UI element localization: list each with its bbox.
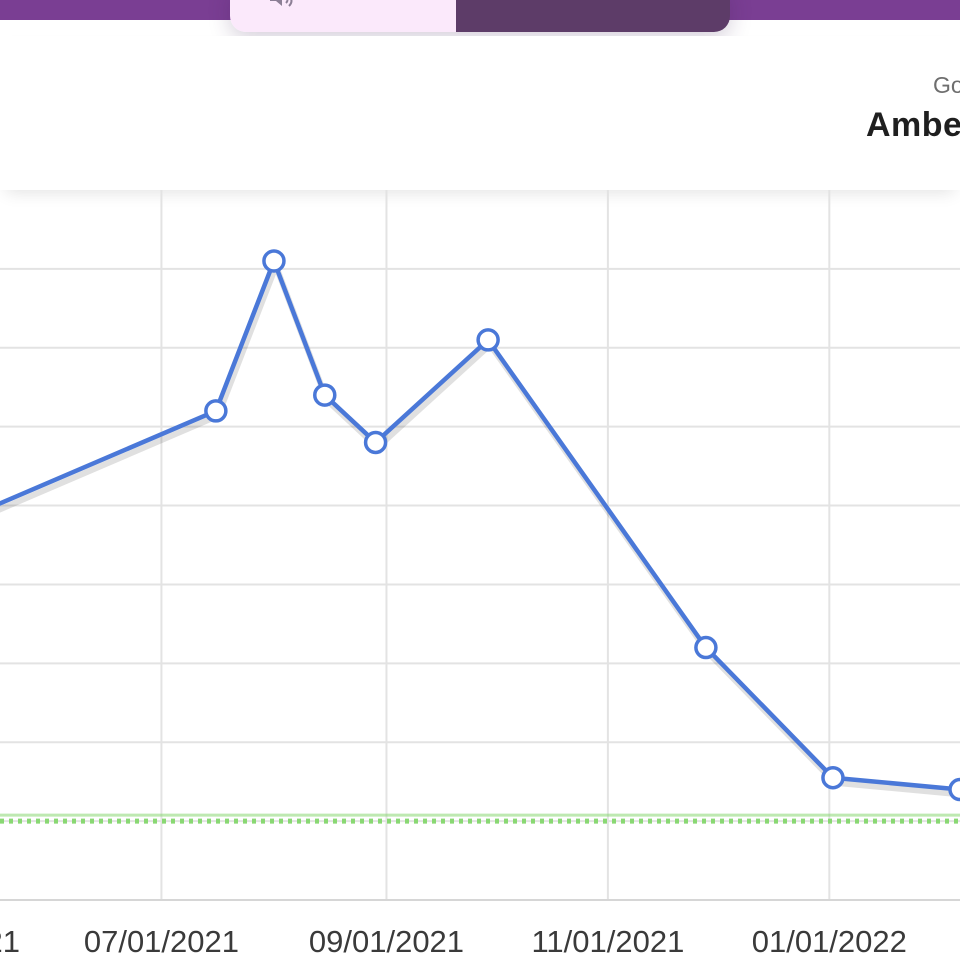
x-axis-ticks: 21 07/01/2021 09/01/2021 11/01/2021 01/01/20… [0,924,907,959]
x-tick-label: 01/01/2022 [752,924,907,959]
header-label-big: Ambe [866,106,960,144]
tab-active[interactable] [456,0,730,32]
data-point [476,328,500,352]
data-point [363,430,388,455]
tab-switcher [230,0,730,32]
chart-points [204,249,960,802]
header-card [0,36,960,190]
data-point [262,249,286,273]
x-tick-label: 21 [0,924,20,959]
target-line [0,813,960,824]
x-tick-label: 07/01/2021 [84,924,239,959]
x-tick-label: 09/01/2021 [309,924,464,959]
data-point [948,777,960,802]
header-label-small: Go [933,72,960,98]
data-point [313,383,337,407]
tab-audio[interactable] [230,0,456,32]
speaker-icon [270,0,293,7]
x-tick-label: 11/01/2021 [531,924,684,959]
data-point [694,635,718,660]
chart-grid [0,190,960,900]
data-point [821,765,845,790]
data-point [204,399,228,423]
